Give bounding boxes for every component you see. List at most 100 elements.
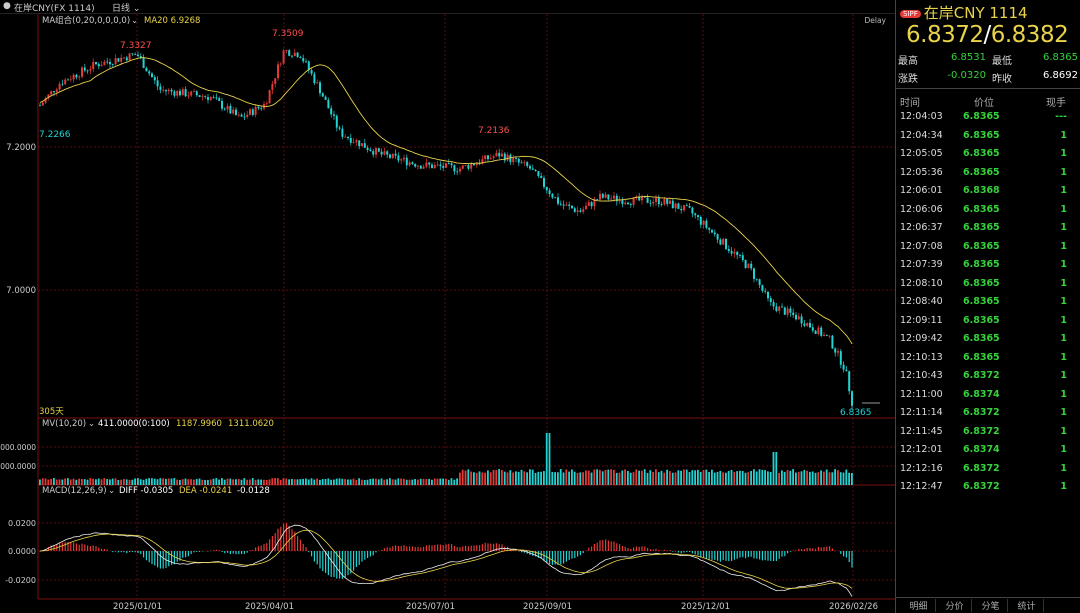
macd-hist: -0.0128 xyxy=(237,486,270,496)
tick-time: 12:07:08 xyxy=(900,240,943,252)
tick-time: 12:06:06 xyxy=(900,203,943,215)
tick-row: 12:08:10 6.8365 1 xyxy=(896,275,1080,294)
tick-time: 12:10:43 xyxy=(900,370,943,381)
macd-diff-line xyxy=(39,524,853,597)
macd-tick: 0.0200 xyxy=(8,519,36,528)
tab-price-dist[interactable]: 分价 xyxy=(938,599,972,612)
macd-dea-line xyxy=(39,529,853,589)
volume-ma20: 1311.0620 xyxy=(228,419,274,429)
col-time: 时间 xyxy=(900,98,920,109)
tick-volume: 1 xyxy=(1060,388,1067,400)
col-price: 价位 xyxy=(974,98,994,109)
tick-time: 12:09:42 xyxy=(900,333,943,344)
annotation-start: 7.2266 xyxy=(39,130,71,140)
tick-row: 12:05:05 6.8365 1 xyxy=(896,145,1080,164)
tick-time: 12:12:47 xyxy=(900,481,943,492)
tick-price: 6.8365 xyxy=(963,314,1000,326)
bid-price: 6.8372 xyxy=(906,22,984,48)
tick-volume: 1 xyxy=(1060,277,1067,289)
tick-time: 12:08:40 xyxy=(900,296,943,307)
macd-diff: DIFF -0.0305 xyxy=(119,486,173,496)
tab-trades[interactable]: 分笔 xyxy=(974,599,1008,612)
volume-value: 411.0000(0:100) xyxy=(98,419,170,429)
change-label: 涨跌 xyxy=(898,74,918,85)
tick-volume: --- xyxy=(1055,111,1067,122)
macd-legend[interactable]: MACD(12,26,9) xyxy=(42,486,107,496)
tick-row: 12:11:45 6.8372 1 xyxy=(896,423,1080,442)
low-label: 最低 xyxy=(992,56,1012,67)
panel-tabs: 明细 分价 分笔 统计 xyxy=(896,597,1080,613)
annotation-high: 7.2136 xyxy=(478,126,510,136)
ma-legend[interactable]: MA组合(0,20,0,0,0,0) xyxy=(42,15,130,26)
chevron-down-icon: ⌄ xyxy=(108,486,115,496)
tab-stats[interactable]: 统计 xyxy=(1010,599,1044,612)
tick-price: 6.8365 xyxy=(963,240,1000,252)
x-axis-label: 2025/01/01 xyxy=(113,602,162,612)
tick-row: 12:04:34 6.8365 1 xyxy=(896,127,1080,146)
tick-row: 12:12:47 6.8372 1 xyxy=(896,478,1080,497)
tick-row: 12:10:13 6.8365 1 xyxy=(896,349,1080,368)
x-axis-label: 2025/04/01 xyxy=(245,602,294,612)
tick-time: 12:09:11 xyxy=(900,314,943,326)
sipf-badge: SIPF xyxy=(900,9,921,18)
volume-legend[interactable]: MV(10,20) xyxy=(42,419,86,429)
tick-row: 12:07:39 6.8365 1 xyxy=(896,256,1080,275)
col-volume: 现手 xyxy=(1046,98,1066,109)
ma20-line xyxy=(39,57,853,345)
x-axis-label: 2025/07/01 xyxy=(406,602,455,612)
tick-time: 12:04:03 xyxy=(900,111,943,122)
days-count: 305天 xyxy=(39,407,64,417)
tick-volume: 1 xyxy=(1060,296,1067,307)
tick-price: 6.8374 xyxy=(963,388,1000,400)
tick-volume: 1 xyxy=(1060,148,1067,159)
period-selector[interactable]: 日线 ⌄ xyxy=(112,1,140,14)
tick-time: 12:06:01 xyxy=(900,185,943,196)
instrument-name: 在岸CNY 1114 xyxy=(923,4,1028,22)
tick-volume: 1 xyxy=(1060,129,1067,141)
tick-volume: 1 xyxy=(1060,240,1067,252)
tick-price: 6.8365 xyxy=(963,259,1000,270)
x-axis-label: 2026/02/26 xyxy=(829,602,878,612)
tick-row: 12:12:16 6.8372 1 xyxy=(896,460,1080,479)
ask-price: 6.8382 xyxy=(990,22,1069,48)
tick-volume: 1 xyxy=(1060,185,1067,196)
tick-price: 6.8372 xyxy=(963,407,1000,418)
tick-time: 12:12:16 xyxy=(900,462,943,474)
annotation-high: 7.3327 xyxy=(120,41,152,51)
tick-row: 12:05:36 6.8365 1 xyxy=(896,164,1080,183)
tick-price: 6.8374 xyxy=(963,444,1000,455)
chevron-down-icon: ⌄ xyxy=(132,4,141,14)
tick-volume: 1 xyxy=(1060,314,1067,326)
tick-volume: 1 xyxy=(1060,481,1067,492)
volume-tick: 3000.0000 xyxy=(0,443,36,452)
tick-time: 12:11:14 xyxy=(900,407,943,418)
instrument-label[interactable]: 在岸CNY(FX 1114) xyxy=(14,4,95,14)
dot-icon: ● xyxy=(3,1,11,11)
period-label: 日线 xyxy=(112,4,131,14)
annotation-high: 7.3509 xyxy=(272,29,304,39)
scrollbar[interactable] xyxy=(1070,96,1078,596)
tick-price: 6.8372 xyxy=(963,425,1000,437)
tick-row: 12:04:03 6.8365 --- xyxy=(896,108,1080,127)
tick-price: 6.8365 xyxy=(963,351,1000,363)
tick-volume: 1 xyxy=(1060,407,1067,418)
tick-row: 12:12:01 6.8374 1 xyxy=(896,441,1080,460)
tick-price: 6.8368 xyxy=(963,185,1000,196)
tick-time: 12:08:10 xyxy=(900,277,943,289)
prev-close-label: 昨收 xyxy=(992,74,1012,85)
tick-volume: 1 xyxy=(1060,351,1067,363)
tick-price: 6.8365 xyxy=(963,333,1000,344)
tick-volume: 1 xyxy=(1060,222,1067,233)
candlestick-chart[interactable]: MA组合(0,20,0,0,0,0) ⌄ MA20 6.9268 Delay 7… xyxy=(0,14,895,613)
x-axis-label: 2025/12/01 xyxy=(681,602,730,612)
bid-ask-price: 6.8372/6.8382 xyxy=(906,22,1069,48)
macd-tick: 0.0000 xyxy=(8,547,36,556)
tick-time: 12:06:37 xyxy=(900,222,943,233)
prev-close-value: 6.8692 xyxy=(1043,70,1078,81)
tick-volume: 1 xyxy=(1060,370,1067,381)
volume-ma10: 1187.9960 xyxy=(176,419,222,429)
tick-price: 6.8365 xyxy=(963,203,1000,215)
tab-detail[interactable]: 明细 xyxy=(902,599,936,612)
y-tick-label: 7.0000 xyxy=(6,286,36,296)
tick-time: 12:11:45 xyxy=(900,425,943,437)
